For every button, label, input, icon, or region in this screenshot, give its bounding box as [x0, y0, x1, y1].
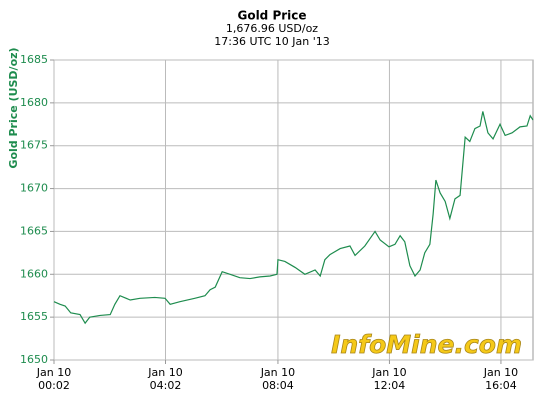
y-tick-label: 1670	[20, 182, 48, 195]
x-tick-label: Jan 10 04:02	[148, 366, 183, 392]
watermark: InfoMine.com	[331, 330, 522, 359]
y-tick-label: 1685	[20, 53, 48, 66]
x-tick-label: Jan 10 00:02	[36, 366, 72, 392]
price-line	[53, 111, 534, 325]
subtitle: 17:36 UTC 10 Jan '13	[214, 35, 329, 48]
y-tick-label: 1650	[20, 353, 48, 366]
y-tick-label: 1655	[20, 310, 48, 323]
y-tick-label: 1660	[20, 267, 48, 280]
y-tick-label: 1680	[20, 96, 48, 109]
chart-title: Gold Price	[237, 9, 306, 23]
x-tick-label: Jan 10 16:04	[483, 366, 519, 392]
y-axis-label: Gold Price (USD/oz)	[7, 47, 20, 168]
plot-area	[53, 59, 534, 361]
x-tick-label: Jan 10 12:04	[372, 366, 407, 392]
x-tick-label: Jan 10 08:04	[260, 366, 296, 392]
y-tick-label: 1665	[20, 224, 48, 237]
subtitle: 1,676.96 USD/oz	[226, 22, 318, 35]
y-tick-label: 1675	[20, 139, 48, 152]
